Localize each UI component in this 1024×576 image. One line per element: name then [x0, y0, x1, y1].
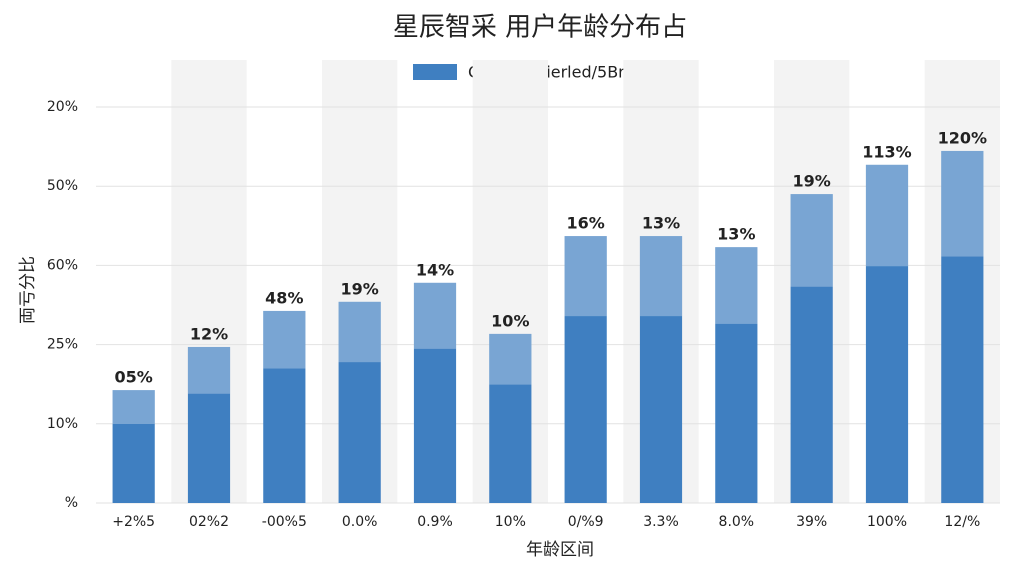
bar-annotation: 120% [938, 128, 987, 147]
y-tick-label: 10% [47, 416, 78, 432]
bar-annotation: 19% [341, 279, 379, 298]
y-tick-label: 60% [47, 257, 78, 273]
bar-highlight [639, 236, 683, 317]
x-tick-label: 0.9% [417, 514, 453, 530]
bar-highlight [413, 282, 457, 349]
y-axis-label: 両亏分比 [18, 256, 38, 324]
y-tick-label: % [65, 495, 78, 511]
x-tick-label: 0/%9 [568, 514, 604, 530]
legend-swatch [413, 64, 457, 80]
x-tick-label: 12/% [944, 514, 980, 530]
bar-highlight [489, 333, 532, 385]
bar-annotation: 12% [190, 324, 228, 343]
bar-annotation: 13% [717, 225, 755, 244]
bar [564, 236, 607, 503]
bar [338, 301, 381, 503]
bar-annotation: 19% [793, 172, 831, 191]
bar [715, 247, 758, 503]
x-tick-label: 10% [495, 514, 526, 530]
bar-highlight [187, 346, 231, 394]
bar [263, 310, 306, 503]
bar [941, 150, 984, 503]
bar-highlight [715, 247, 758, 324]
x-tick-label: -00%5 [262, 514, 307, 530]
x-tick-label: 0.0% [342, 514, 378, 530]
x-tick-label: 3.3% [643, 514, 679, 530]
bar-highlight [564, 236, 607, 317]
bar [489, 333, 532, 503]
bar-annotation: 10% [491, 311, 529, 330]
bar [413, 282, 457, 503]
bar [790, 194, 833, 503]
bar-highlight [263, 310, 306, 369]
chart-title: 星辰智采 用户年龄分布占 [393, 13, 687, 43]
bar-highlight [338, 301, 381, 363]
bar-annotation: 14% [416, 260, 454, 279]
bar-highlight [112, 390, 155, 424]
bar-highlight [790, 194, 833, 287]
x-tick-label: +2%5 [112, 514, 155, 530]
bar [639, 236, 683, 503]
x-tick-label: 100% [867, 514, 907, 530]
y-tick-label: 20% [47, 99, 78, 115]
bar-annotation: 16% [567, 214, 605, 233]
bar-annotation: 13% [642, 214, 680, 233]
y-tick-label: 25% [47, 337, 78, 353]
bar [112, 390, 155, 503]
bar [187, 346, 231, 503]
x-tick-label: 02%2 [189, 514, 229, 530]
x-tick-label: 8.0% [719, 514, 755, 530]
bar-annotation: 05% [115, 368, 153, 387]
bar-highlight [865, 164, 909, 267]
bar-annotation: 113% [862, 142, 911, 161]
x-axis-label: 年龄区间 [526, 540, 594, 560]
bar-annotation: 48% [265, 288, 303, 307]
bar [865, 164, 909, 504]
x-tick-label: 39% [796, 514, 827, 530]
bar-highlight [941, 150, 984, 257]
y-tick-label: 50% [47, 178, 78, 194]
